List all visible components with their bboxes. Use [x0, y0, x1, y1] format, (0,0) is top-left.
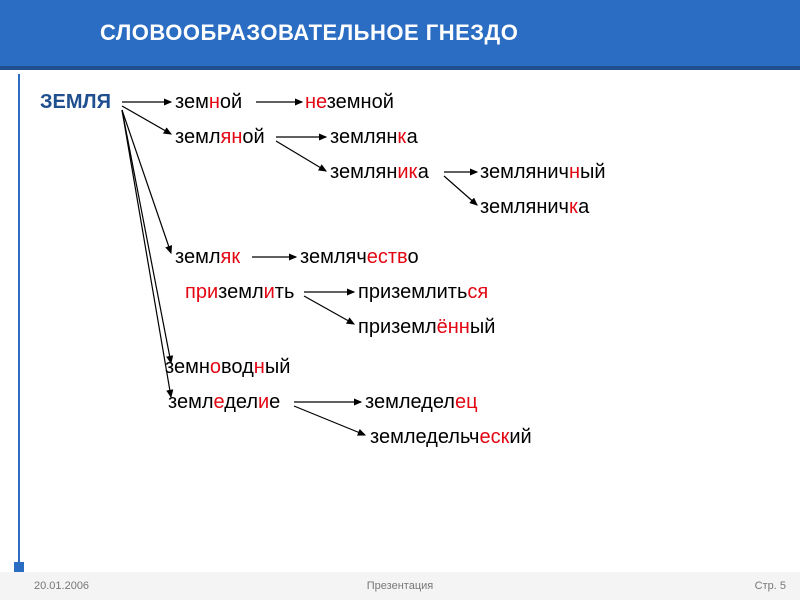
- word-zemnoj: земной: [175, 90, 242, 114]
- slide-title: СЛОВООБРАЗОВАТЕЛЬНОЕ ГНЕЗДО: [100, 20, 518, 46]
- word-zemlyanka: землянка: [330, 125, 418, 149]
- word-zemnovodny: земноводный: [165, 355, 290, 379]
- left-divider: [18, 74, 20, 600]
- word-prizemlit: приземлить: [185, 280, 294, 304]
- word-prizemlitsya: приземлиться: [358, 280, 488, 304]
- word-zemlyanichny: земляничный: [480, 160, 606, 184]
- word-zemlyanichka: земляничка: [480, 195, 589, 219]
- arrow-layer: [40, 85, 800, 525]
- word-zemledelie: земледелие: [168, 390, 280, 414]
- word-zemledelets: земледелец: [365, 390, 478, 414]
- footer-page: Стр. 5: [755, 580, 786, 592]
- footer-presentation: Презентация: [367, 580, 433, 592]
- word-zemlyanika: земляника: [330, 160, 429, 184]
- word-prizemlenny: приземлённый: [358, 315, 495, 339]
- footer: 20.01.2006 Презентация Стр. 5: [0, 572, 800, 600]
- footer-date: 20.01.2006: [34, 580, 89, 592]
- root-word: ЗЕМЛЯ: [40, 90, 111, 114]
- word-zemlyak: земляк: [175, 245, 240, 269]
- word-zemlyachestvo: землячество: [300, 245, 419, 269]
- word-zemledelchesky: земледельческий: [370, 425, 532, 449]
- word-nezemnoj: неземной: [305, 90, 394, 114]
- word-zemlyanoj: земляной: [175, 125, 265, 149]
- title-bar: СЛОВООБРАЗОВАТЕЛЬНОЕ ГНЕЗДО: [0, 0, 800, 70]
